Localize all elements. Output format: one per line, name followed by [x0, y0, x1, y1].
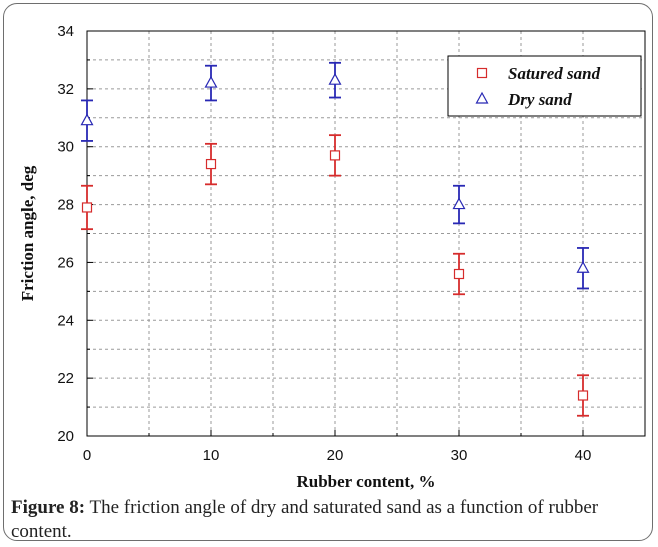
y-axis-title: Friction angle, deg [18, 165, 37, 301]
y-tick-label: 22 [57, 370, 74, 387]
legend-label: Dry sand [507, 90, 572, 109]
legend-box [447, 55, 642, 117]
caption-text: The friction angle of dry and saturated … [11, 497, 599, 542]
y-tick-label: 24 [57, 312, 74, 329]
data-point-triangle [204, 75, 218, 88]
data-point-square [453, 268, 465, 280]
x-tick-label: 10 [203, 447, 220, 464]
x-tick-label: 0 [83, 447, 91, 464]
caption-label: Figure 8: [11, 497, 86, 518]
axis-ticks: 0 10 20 30 40 20 22 24 26 28 30 32 34 [57, 23, 646, 464]
y-tick-label: 32 [57, 81, 74, 98]
legend-marker-square [476, 67, 488, 79]
data-point-square [205, 158, 217, 170]
data-point-square [577, 390, 589, 401]
data-point-triangle [80, 113, 94, 126]
series-dry-sand [80, 61, 590, 290]
y-tick-label: 26 [57, 254, 74, 271]
legend-label: Satured sand [508, 64, 601, 83]
data-marks [80, 61, 590, 417]
friction-angle-chart: 0 10 20 30 40 20 22 24 26 28 30 32 34 Satured sand Dr… [18, 23, 646, 491]
data-point-triangle [576, 260, 590, 273]
y-tick-label: 28 [57, 197, 74, 214]
y-tick-label: 30 [57, 139, 74, 156]
x-tick-label: 20 [327, 447, 344, 464]
legend: Satured sand Dry sand [447, 55, 642, 117]
data-point-triangle [452, 197, 466, 210]
data-point-square [81, 202, 93, 213]
data-point-triangle [328, 72, 342, 85]
y-tick-label: 34 [57, 23, 74, 40]
legend-marker-triangle [475, 91, 489, 104]
series-satured-sand [81, 134, 589, 417]
x-tick-label: 30 [451, 447, 468, 464]
data-point-square [329, 150, 341, 161]
grid-lines [87, 31, 645, 436]
x-axis-title: Rubber content, % [297, 472, 436, 491]
figure-caption: Figure 8: The friction angle of dry and … [11, 496, 653, 544]
figure-frame [3, 3, 653, 541]
y-tick-label: 20 [57, 428, 74, 445]
x-tick-label: 40 [575, 447, 592, 464]
